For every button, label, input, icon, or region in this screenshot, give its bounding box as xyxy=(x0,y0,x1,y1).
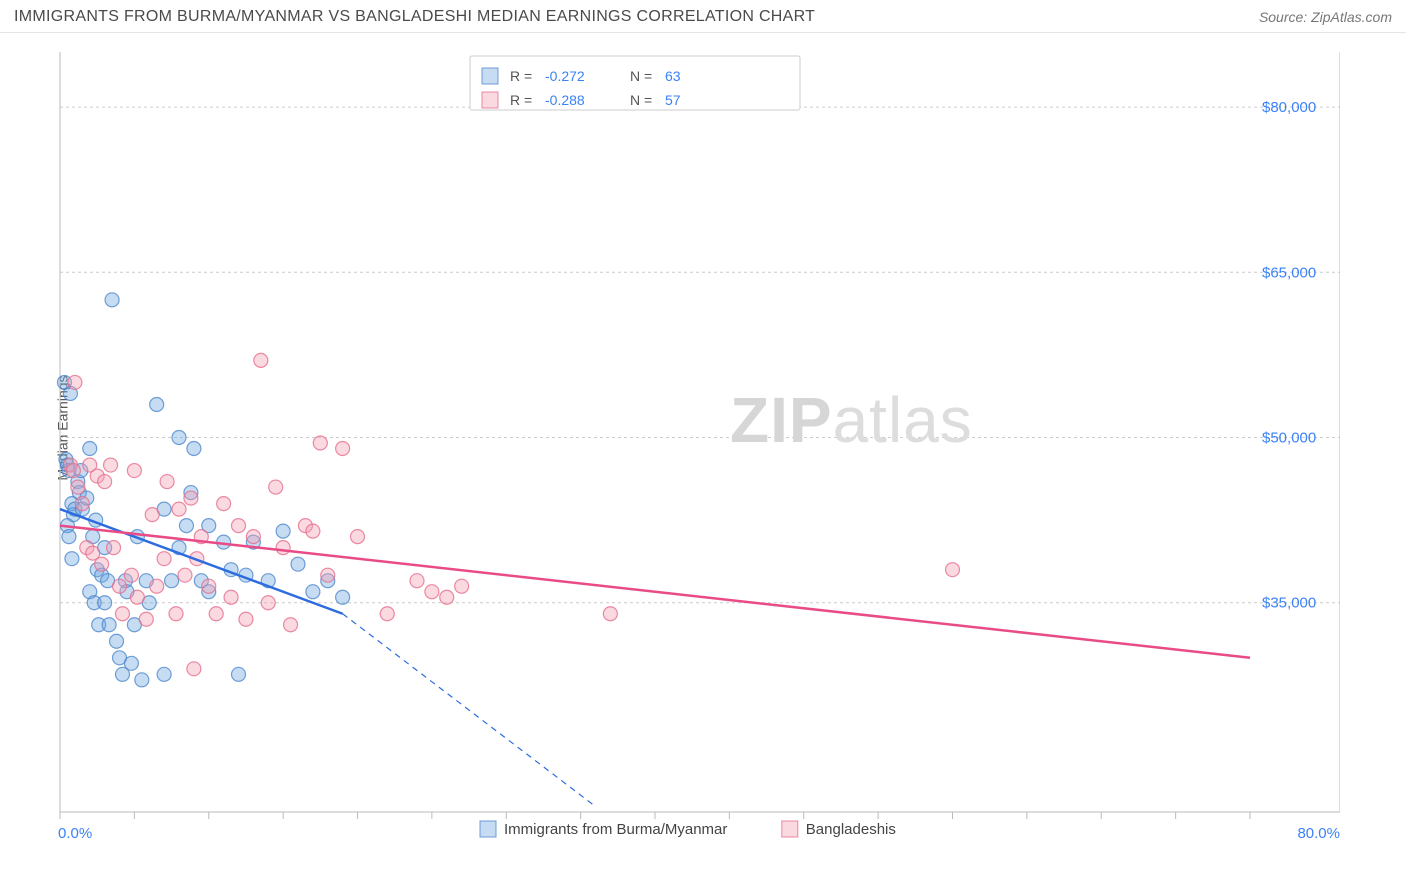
data-point xyxy=(179,519,193,533)
data-point xyxy=(95,557,109,571)
data-point xyxy=(269,480,283,494)
data-point xyxy=(291,557,305,571)
data-point xyxy=(98,596,112,610)
data-point xyxy=(276,541,290,555)
data-point xyxy=(946,563,960,577)
legend-n-value: 57 xyxy=(665,92,681,108)
trend-line-ext xyxy=(343,614,596,807)
y-tick-label: $65,000 xyxy=(1262,264,1316,281)
data-point xyxy=(380,607,394,621)
data-point xyxy=(276,524,290,538)
data-point xyxy=(75,497,89,511)
data-point xyxy=(107,541,121,555)
legend-r-value: -0.288 xyxy=(545,92,585,108)
data-point xyxy=(246,530,260,544)
data-point xyxy=(169,607,183,621)
data-point xyxy=(102,618,116,632)
data-point xyxy=(165,574,179,588)
legend-swatch xyxy=(782,821,798,837)
data-point xyxy=(150,397,164,411)
data-point xyxy=(232,667,246,681)
data-point xyxy=(150,579,164,593)
data-point xyxy=(115,607,129,621)
data-point xyxy=(172,431,186,445)
legend-swatch xyxy=(482,68,498,84)
data-point xyxy=(65,552,79,566)
data-point xyxy=(261,596,275,610)
legend-r-label: R = xyxy=(510,68,532,84)
data-point xyxy=(130,590,144,604)
data-point xyxy=(410,574,424,588)
data-point xyxy=(71,480,85,494)
chart-source: Source: ZipAtlas.com xyxy=(1259,9,1392,25)
legend-n-label: N = xyxy=(630,68,652,84)
data-point xyxy=(157,552,171,566)
data-point xyxy=(351,530,365,544)
data-point xyxy=(139,612,153,626)
data-point xyxy=(157,667,171,681)
legend-swatch xyxy=(480,821,496,837)
x-min-label: 0.0% xyxy=(58,825,92,842)
legend-series-label: Bangladeshis xyxy=(806,821,896,838)
data-point xyxy=(98,475,112,489)
data-point xyxy=(178,568,192,582)
data-point xyxy=(104,458,118,472)
chart-title: IMMIGRANTS FROM BURMA/MYANMAR VS BANGLAD… xyxy=(14,8,815,26)
data-point xyxy=(440,590,454,604)
data-point xyxy=(321,568,335,582)
x-max-label: 80.0% xyxy=(1297,825,1340,842)
data-point xyxy=(202,579,216,593)
data-point xyxy=(83,442,97,456)
data-point xyxy=(455,579,469,593)
data-point xyxy=(239,612,253,626)
data-point xyxy=(209,607,223,621)
data-point xyxy=(160,475,174,489)
plot-svg: $35,000 $50,000 $65,000 $80,000 ZIPatlas 0.0%… xyxy=(50,42,1340,842)
data-point xyxy=(254,353,268,367)
legend-swatch xyxy=(482,92,498,108)
data-point xyxy=(336,442,350,456)
data-point xyxy=(113,579,127,593)
data-point xyxy=(124,656,138,670)
trend-line xyxy=(60,526,1250,658)
data-point xyxy=(184,491,198,505)
data-point xyxy=(68,375,82,389)
data-point xyxy=(187,442,201,456)
watermark: ZIPatlas xyxy=(730,384,973,456)
legend-r-label: R = xyxy=(510,92,532,108)
data-point xyxy=(105,293,119,307)
data-point xyxy=(603,607,617,621)
data-point xyxy=(145,508,159,522)
data-point xyxy=(425,585,439,599)
data-point xyxy=(306,585,320,599)
data-point xyxy=(224,590,238,604)
data-point xyxy=(313,436,327,450)
data-point xyxy=(232,519,246,533)
data-point xyxy=(336,590,350,604)
data-point xyxy=(306,524,320,538)
scatter-chart: $35,000 $50,000 $65,000 $80,000 ZIPatlas 0.0%… xyxy=(50,42,1340,842)
data-point xyxy=(124,568,138,582)
data-point xyxy=(127,464,141,478)
y-tick-label: $35,000 xyxy=(1262,595,1316,612)
legend-series-label: Immigrants from Burma/Myanmar xyxy=(504,821,727,838)
legend-n-label: N = xyxy=(630,92,652,108)
data-point xyxy=(135,673,149,687)
data-point xyxy=(110,634,124,648)
data-point xyxy=(62,530,76,544)
legend-r-value: -0.272 xyxy=(545,68,585,84)
legend-n-value: 63 xyxy=(665,68,681,84)
data-point xyxy=(172,502,186,516)
data-point xyxy=(217,497,231,511)
y-tick-label: $50,000 xyxy=(1262,430,1316,447)
data-point xyxy=(66,464,80,478)
y-tick-label: $80,000 xyxy=(1262,99,1316,116)
data-point xyxy=(284,618,298,632)
data-point xyxy=(187,662,201,676)
